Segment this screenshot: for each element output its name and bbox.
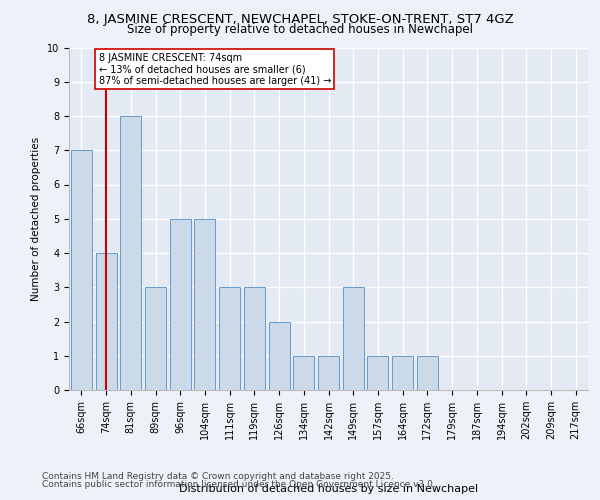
- Text: Contains public sector information licensed under the Open Government Licence v3: Contains public sector information licen…: [42, 480, 436, 489]
- Text: Contains HM Land Registry data © Crown copyright and database right 2025.: Contains HM Land Registry data © Crown c…: [42, 472, 394, 481]
- Bar: [392, 356, 413, 390]
- Text: Size of property relative to detached houses in Newchapel: Size of property relative to detached ho…: [127, 22, 473, 36]
- Bar: [269, 322, 290, 390]
- Bar: [219, 287, 240, 390]
- Bar: [318, 356, 339, 390]
- Y-axis label: Number of detached properties: Number of detached properties: [31, 136, 41, 301]
- X-axis label: Distribution of detached houses by size in Newchapel: Distribution of detached houses by size …: [179, 484, 478, 494]
- Bar: [170, 219, 191, 390]
- Bar: [194, 219, 215, 390]
- Bar: [145, 287, 166, 390]
- Text: 8 JASMINE CRESCENT: 74sqm
← 13% of detached houses are smaller (6)
87% of semi-d: 8 JASMINE CRESCENT: 74sqm ← 13% of detac…: [98, 52, 331, 86]
- Bar: [71, 150, 92, 390]
- Bar: [244, 287, 265, 390]
- Bar: [120, 116, 141, 390]
- Bar: [293, 356, 314, 390]
- Bar: [417, 356, 438, 390]
- Bar: [95, 253, 116, 390]
- Bar: [367, 356, 388, 390]
- Text: 8, JASMINE CRESCENT, NEWCHAPEL, STOKE-ON-TRENT, ST7 4GZ: 8, JASMINE CRESCENT, NEWCHAPEL, STOKE-ON…: [86, 12, 514, 26]
- Bar: [343, 287, 364, 390]
